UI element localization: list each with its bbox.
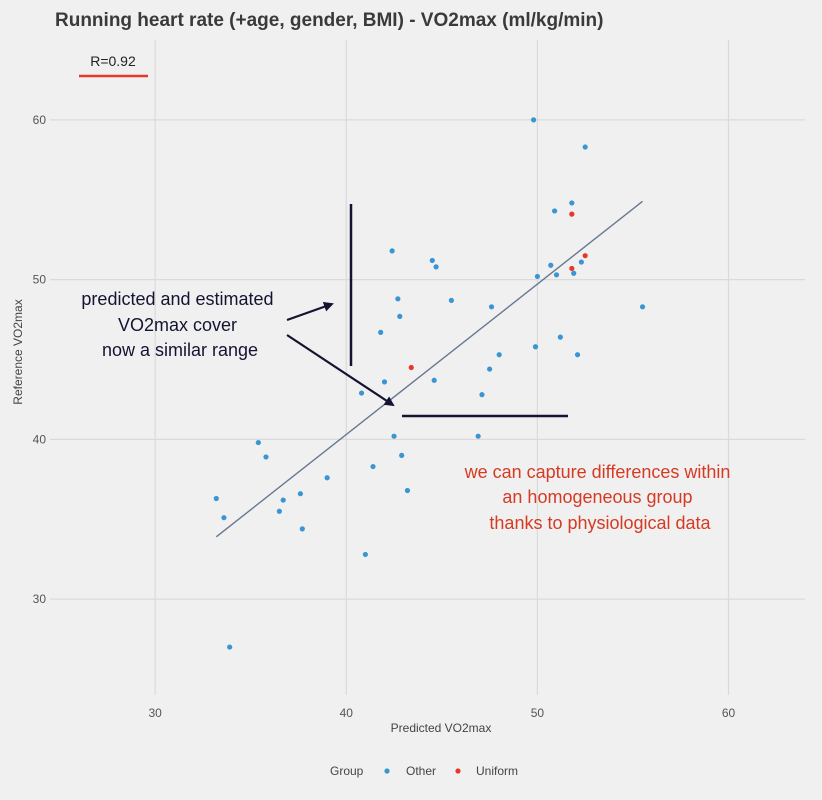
legend: Group Other Uniform: [330, 764, 518, 778]
annotation-homogeneous-group: we can capture differences within an hom…: [464, 462, 736, 533]
data-point-other: [381, 379, 388, 385]
data-point-other: [429, 257, 435, 264]
data-point-other: [553, 272, 560, 278]
regression-line: [215, 200, 643, 538]
data-point-other: [389, 248, 395, 254]
data-point-other: [557, 334, 563, 340]
data-point-other: [574, 352, 581, 358]
data-point-uniform: [582, 253, 588, 259]
y-tick-label: 30: [33, 592, 47, 606]
legend-label-uniform: Uniform: [476, 764, 518, 778]
data-point-other: [488, 304, 495, 310]
data-point-other: [299, 526, 305, 532]
data-point-other: [362, 551, 368, 558]
arrow-to-vertical-range: [286, 301, 334, 322]
data-point-other: [448, 297, 454, 304]
annotation-similar-range-line-3: now a similar range: [102, 340, 258, 360]
y-axis-title: Reference VO2max: [11, 299, 25, 404]
data-point-other: [582, 144, 588, 150]
data-point-other: [263, 454, 269, 460]
grid-lines: [50, 40, 805, 695]
data-point-other: [255, 439, 261, 446]
data-point-uniform: [408, 364, 414, 371]
data-point-other: [399, 452, 405, 458]
data-point-other: [280, 497, 286, 503]
data-point-uniform: [569, 211, 575, 217]
data-point-other: [496, 352, 502, 358]
data-point-other: [569, 200, 575, 206]
y-tick-label: 50: [33, 273, 47, 287]
data-point-other: [221, 515, 227, 521]
data-point-other: [639, 304, 646, 310]
legend-marker-uniform: [455, 768, 461, 774]
x-tick-label: 60: [722, 706, 736, 720]
annotation-similar-range: predicted and estimated VO2max cover now…: [81, 289, 278, 360]
legend-title: Group: [330, 764, 364, 778]
axis-ticks: 30 40 50 60 30 40 50 60: [33, 113, 736, 720]
data-point-other: [395, 296, 401, 302]
annotation-homogeneous-group-line-3: thanks to physiological data: [489, 513, 711, 533]
data-point-other: [530, 117, 537, 123]
data-point-other: [475, 433, 481, 439]
annotation-similar-range-line-1: predicted and estimated: [81, 289, 273, 309]
data-point-other: [571, 270, 577, 276]
data-point-other: [276, 508, 282, 514]
data-point-other: [378, 329, 384, 335]
data-point-other: [358, 390, 365, 396]
data-point-other: [479, 392, 485, 398]
chart-title: Running heart rate (+age, gender, BMI) -…: [55, 10, 603, 31]
data-point-other: [433, 264, 439, 270]
data-point-other: [578, 259, 584, 265]
data-point-other: [532, 344, 539, 350]
data-point-other: [324, 475, 330, 481]
x-axis-title: Predicted VO2max: [391, 721, 492, 735]
data-point-other: [370, 463, 376, 470]
data-point-other: [391, 433, 397, 439]
y-tick-label: 40: [33, 432, 47, 446]
data-point-other: [534, 273, 541, 280]
data-point-other: [227, 644, 233, 650]
data-point-other: [552, 208, 558, 214]
annotation-similar-range-line-2: VO2max cover: [118, 315, 237, 335]
data-point-other: [548, 262, 554, 268]
correlation-label: R=0.92: [90, 53, 136, 69]
data-point-uniform: [569, 265, 575, 272]
x-tick-label: 40: [340, 706, 354, 720]
x-tick-label: 30: [148, 706, 162, 720]
x-tick-label: 50: [531, 706, 545, 720]
data-point-other: [404, 487, 411, 494]
y-tick-label: 60: [33, 113, 47, 127]
legend-marker-other: [384, 768, 390, 774]
arrow-to-horizontal-range: [286, 334, 395, 407]
annotation-homogeneous-group-line-2: an homogeneous group: [502, 487, 692, 507]
data-point-other: [213, 495, 219, 502]
data-point-other: [431, 377, 437, 383]
data-point-other: [397, 313, 403, 319]
data-point-other: [487, 366, 493, 372]
data-point-other: [297, 491, 303, 497]
legend-label-other: Other: [406, 764, 436, 778]
fit-line: [215, 200, 643, 538]
annotation-homogeneous-group-line-1: we can capture differences within: [464, 462, 731, 482]
data-points: [213, 117, 646, 650]
